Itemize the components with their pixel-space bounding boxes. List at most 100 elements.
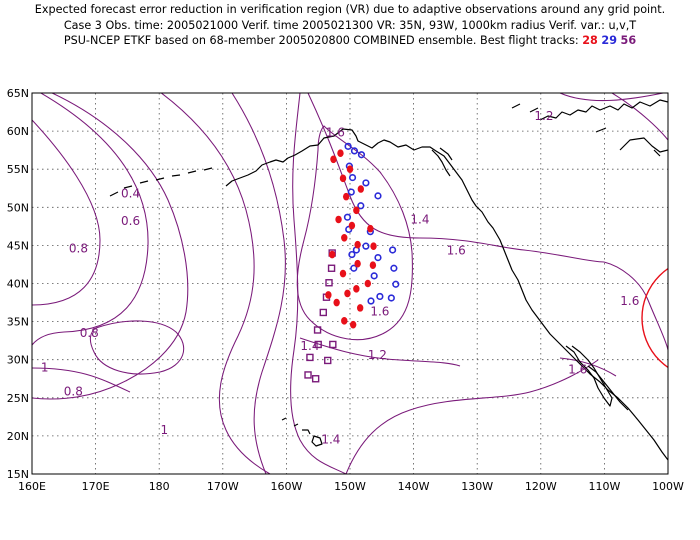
x-axis-tick-label: 140W: [398, 480, 430, 493]
x-axis-tick-label: 120W: [525, 480, 557, 493]
contour-line: [296, 125, 413, 341]
contour-label: 1.4: [300, 339, 319, 353]
track-28-point: [342, 192, 350, 201]
contour-line: [307, 93, 605, 263]
x-axis-tick-label: 160E: [18, 480, 46, 493]
track-28-point: [369, 261, 377, 270]
track-29-point: [347, 188, 355, 196]
contour-label: 0.6: [121, 214, 140, 228]
header-line-3-text: PSU-NCEP ETKF based on 68-member 2005020…: [63, 34, 583, 47]
y-axis-tick-label: 60N: [7, 125, 29, 138]
contour-label: 1: [41, 360, 49, 374]
track-29-point: [367, 297, 375, 305]
track-29-point: [374, 253, 382, 262]
hawaiian-islands: [281, 417, 323, 447]
track-28-point: [346, 165, 354, 173]
track-28-point: [367, 224, 374, 233]
contour-label: 0.8: [80, 326, 99, 340]
x-axis-labels: 160E 170E 180 170W 160W 150W 140W 130W 120W 110W 1…: [18, 480, 684, 493]
track-28-point: [370, 242, 377, 250]
contour-label: 1.6: [326, 126, 345, 140]
contour-line: [559, 93, 666, 102]
track-56-point: [325, 279, 333, 287]
contour-label: 1.6: [620, 294, 639, 308]
island-chain-east: [511, 103, 661, 157]
track-29-point: [387, 294, 395, 302]
coastline-mexico-mainland: [587, 365, 629, 411]
track-29-point: [348, 250, 356, 259]
x-axis-tick-label: 170E: [82, 480, 110, 493]
y-axis-tick-label: 35N: [7, 316, 29, 329]
track-56-point: [324, 356, 332, 365]
track-28-point: [357, 185, 365, 193]
contour-labels: 1.2 1.6 0.4 0.6 1.4 0.8 1.6 1.6 1.6 0.8 1.4 1.2 1.6 1…: [41, 109, 639, 447]
track-29-point: [350, 147, 359, 155]
x-axis-tick-label: 160W: [270, 480, 302, 493]
contour-line: [32, 367, 131, 393]
contour-label: 1: [160, 423, 168, 437]
track-29-point: [357, 151, 366, 159]
track-29-point: [390, 264, 398, 272]
verification-region: [641, 267, 668, 369]
track-28-point: [356, 304, 364, 312]
track-28-point: [333, 298, 340, 307]
y-axis-labels: 15N 20N 25N 30N 35N 40N 45N 50N 55N 60N 65N: [7, 87, 29, 481]
gridlines: [32, 93, 668, 474]
track-29-point: [362, 179, 370, 187]
contour-label: 0.4: [121, 187, 140, 201]
contour-line: [160, 93, 271, 474]
coastline-hudson-bay: [619, 137, 668, 153]
header-line-3: PSU-NCEP ETKF based on 68-member 2005020…: [0, 33, 700, 49]
track-28-point: [349, 320, 357, 329]
contour-line: [32, 93, 149, 346]
figure-header: Expected forecast error reduction in ver…: [0, 2, 700, 49]
contour-label: 1.2: [368, 348, 387, 362]
contour-line: [89, 320, 185, 375]
y-axis-tick-label: 25N: [7, 392, 29, 405]
track-56-point: [314, 340, 322, 349]
track-28-point: [348, 221, 356, 230]
track-56-point: [311, 375, 320, 383]
x-axis-tick-label: 150W: [334, 480, 366, 493]
contour-label: 1.4: [321, 433, 340, 447]
y-axis-tick-label: 30N: [7, 354, 29, 367]
track-29-point: [389, 246, 397, 254]
y-axis-tick-label: 45N: [7, 239, 29, 252]
track-56-point: [313, 326, 322, 334]
track-29-point: [344, 142, 352, 150]
contour-label: 0.8: [69, 241, 88, 255]
x-axis-tick-label: 130W: [461, 480, 493, 493]
y-axis-tick-label: 15N: [7, 468, 29, 481]
track-29-point: [362, 242, 370, 250]
flight-tracks: [304, 142, 400, 383]
contour-label: 1.4: [410, 212, 429, 226]
track-28-label: 28: [582, 34, 598, 47]
contour-label: 1.6: [447, 244, 466, 258]
track-28-point: [353, 206, 360, 215]
track-28-point: [335, 215, 342, 224]
track-28-point: [337, 149, 344, 157]
track-28-point: [353, 285, 360, 293]
contour-line: [231, 93, 286, 474]
track-29-point: [343, 213, 352, 221]
x-axis-tick-label: 180: [149, 480, 170, 493]
contour-line: [611, 93, 668, 141]
track-56-label: 56: [620, 34, 637, 47]
verification-region-circle: [641, 267, 668, 369]
coastlines: [109, 99, 668, 461]
track-29-point: [392, 280, 400, 288]
track-28-point: [339, 269, 347, 278]
contour-line: [290, 93, 347, 474]
track-29-point: [374, 192, 382, 200]
x-axis-tick-label: 170W: [207, 480, 239, 493]
y-axis-tick-label: 50N: [7, 201, 29, 214]
header-line-2: Case 3 Obs. time: 2005021000 Verif. time…: [63, 18, 637, 32]
contour-label: 0.8: [64, 385, 83, 399]
track-28-point: [341, 233, 348, 242]
track-29-point: [348, 173, 357, 182]
track-29-label: 29: [601, 34, 617, 47]
track-56-point: [306, 353, 314, 362]
track-56-point: [319, 308, 327, 317]
coastline-north-america: [225, 128, 668, 461]
